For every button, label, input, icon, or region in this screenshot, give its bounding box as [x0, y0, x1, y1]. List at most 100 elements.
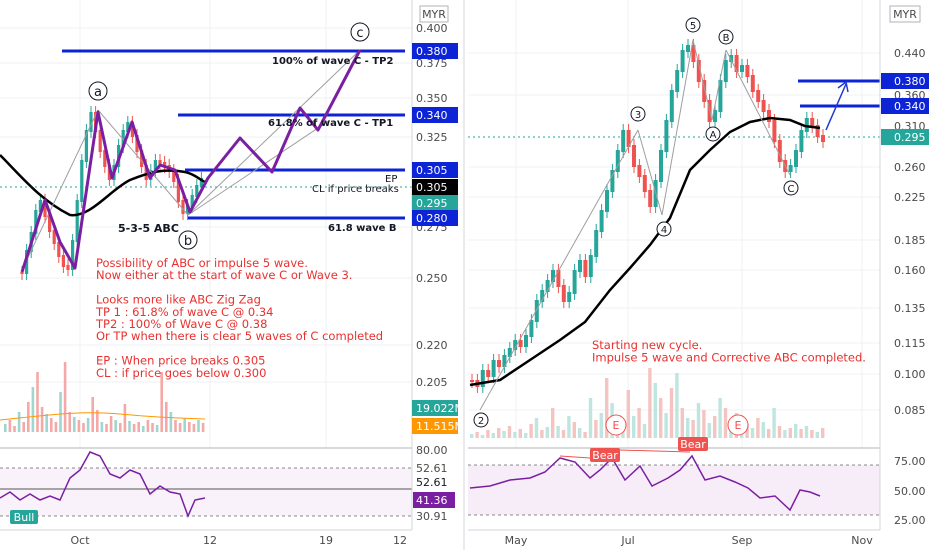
volume-bar — [794, 424, 798, 438]
right-moving-average — [469, 116, 821, 387]
ep-label: EP — [385, 174, 397, 185]
pattern-label: 5-3-5 ABC — [118, 222, 179, 235]
time-tick: May — [505, 534, 528, 547]
wave-label: 5 — [685, 17, 701, 33]
candle — [38, 200, 42, 212]
volume-bar — [151, 423, 154, 432]
wave-b-level-label: 61.8 wave B — [328, 223, 397, 234]
right-wave-labels: 2 3 4 5 A B C — [473, 17, 799, 428]
candle — [567, 292, 572, 302]
volume-bar — [696, 403, 701, 438]
right-notes: Starting new cycle.Impulse 5 wave and Co… — [592, 338, 866, 365]
candle — [75, 200, 79, 242]
volume-bar — [750, 428, 755, 438]
svg-text:Bull: Bull — [14, 511, 35, 524]
volume-bar — [142, 426, 145, 432]
candle — [103, 150, 107, 167]
volume-bar — [491, 433, 495, 438]
candle — [66, 265, 70, 270]
note-line: Or TP when there is clear 5 waves of C c… — [96, 329, 383, 343]
note-line: Now either at the start of wave C or Wav… — [96, 268, 352, 282]
svg-text:MYR: MYR — [422, 8, 446, 21]
candle — [610, 170, 615, 192]
candle — [626, 130, 631, 147]
candle — [20, 272, 24, 274]
volume-bar — [675, 373, 679, 438]
svg-text:E: E — [613, 419, 620, 432]
wave-c-label: c — [350, 22, 370, 42]
volume-bar — [100, 422, 104, 432]
candle — [71, 240, 75, 270]
volume-bar — [821, 428, 825, 438]
volume-bar — [761, 422, 765, 438]
candle — [491, 360, 496, 377]
candle — [729, 55, 734, 62]
candle — [80, 160, 84, 202]
candle — [794, 150, 798, 167]
right-panel: 2 3 4 5 A B C Starting new cycle.Impulse 5 wav… — [468, 0, 932, 550]
svg-text:41.36: 41.36 — [416, 494, 448, 507]
candle — [756, 90, 761, 102]
volume-bar — [475, 432, 479, 438]
time-tick: 12 — [203, 534, 217, 547]
candle — [750, 75, 755, 92]
note-line: EP : When price breaks 0.305 — [96, 354, 265, 368]
volume-bar — [178, 423, 182, 432]
volume-bar — [723, 408, 728, 438]
rsi-tick: 25.00 — [894, 514, 926, 527]
candle — [745, 65, 750, 77]
candle — [52, 230, 56, 244]
candle — [57, 242, 61, 257]
volume-bar — [653, 383, 657, 438]
candle — [199, 178, 203, 187]
candle — [486, 370, 491, 377]
volume-bar — [188, 422, 191, 432]
candle — [680, 50, 685, 72]
rsi-value-tag: 52.61 — [413, 474, 455, 490]
candle — [696, 60, 701, 82]
volume-bar — [114, 420, 117, 432]
candle — [713, 110, 717, 122]
volume-bar — [605, 378, 609, 438]
svg-text:0.340: 0.340 — [416, 109, 448, 122]
left-rsi-line — [0, 451, 206, 519]
left-wave-path — [20, 49, 362, 273]
volume-bar — [22, 422, 25, 432]
candle — [61, 255, 65, 267]
candle — [777, 140, 782, 162]
candle — [163, 162, 167, 167]
volume-bar — [45, 414, 48, 432]
volume-bar — [637, 408, 641, 438]
svg-text:A: A — [710, 130, 717, 141]
volume-bar — [599, 413, 603, 438]
volume-bar — [54, 422, 58, 432]
volume-bar — [486, 430, 490, 438]
candle — [799, 130, 804, 152]
svg-text:5: 5 — [690, 21, 696, 32]
volume-bar — [192, 424, 196, 432]
candle — [158, 160, 162, 164]
svg-text:2: 2 — [478, 416, 484, 427]
tp2-label: 100% of wave C - TP2 — [272, 56, 393, 67]
candle — [561, 285, 566, 302]
volume-bar — [783, 430, 787, 438]
volume-bar — [82, 423, 85, 432]
svg-text:Bear: Bear — [592, 449, 618, 462]
price-tick: 0.220 — [416, 339, 448, 352]
svg-text:11.515M: 11.515M — [416, 420, 464, 433]
candle — [34, 210, 38, 234]
candle — [637, 165, 642, 177]
volume-bar — [572, 422, 576, 438]
price-tag: 0.305 — [412, 162, 458, 178]
candle — [615, 150, 620, 172]
candle — [572, 270, 577, 294]
candle — [502, 355, 507, 367]
right-time-axis: May Jul Sep Nov — [505, 534, 874, 547]
price-tick: 0.115 — [894, 337, 926, 350]
price-tag: 0.340 — [881, 98, 929, 114]
volume-bar — [713, 416, 717, 438]
volume-bar — [13, 426, 16, 432]
time-tick: Sep — [732, 534, 753, 547]
time-tick: Nov — [851, 534, 873, 547]
volume-bar — [502, 431, 506, 438]
